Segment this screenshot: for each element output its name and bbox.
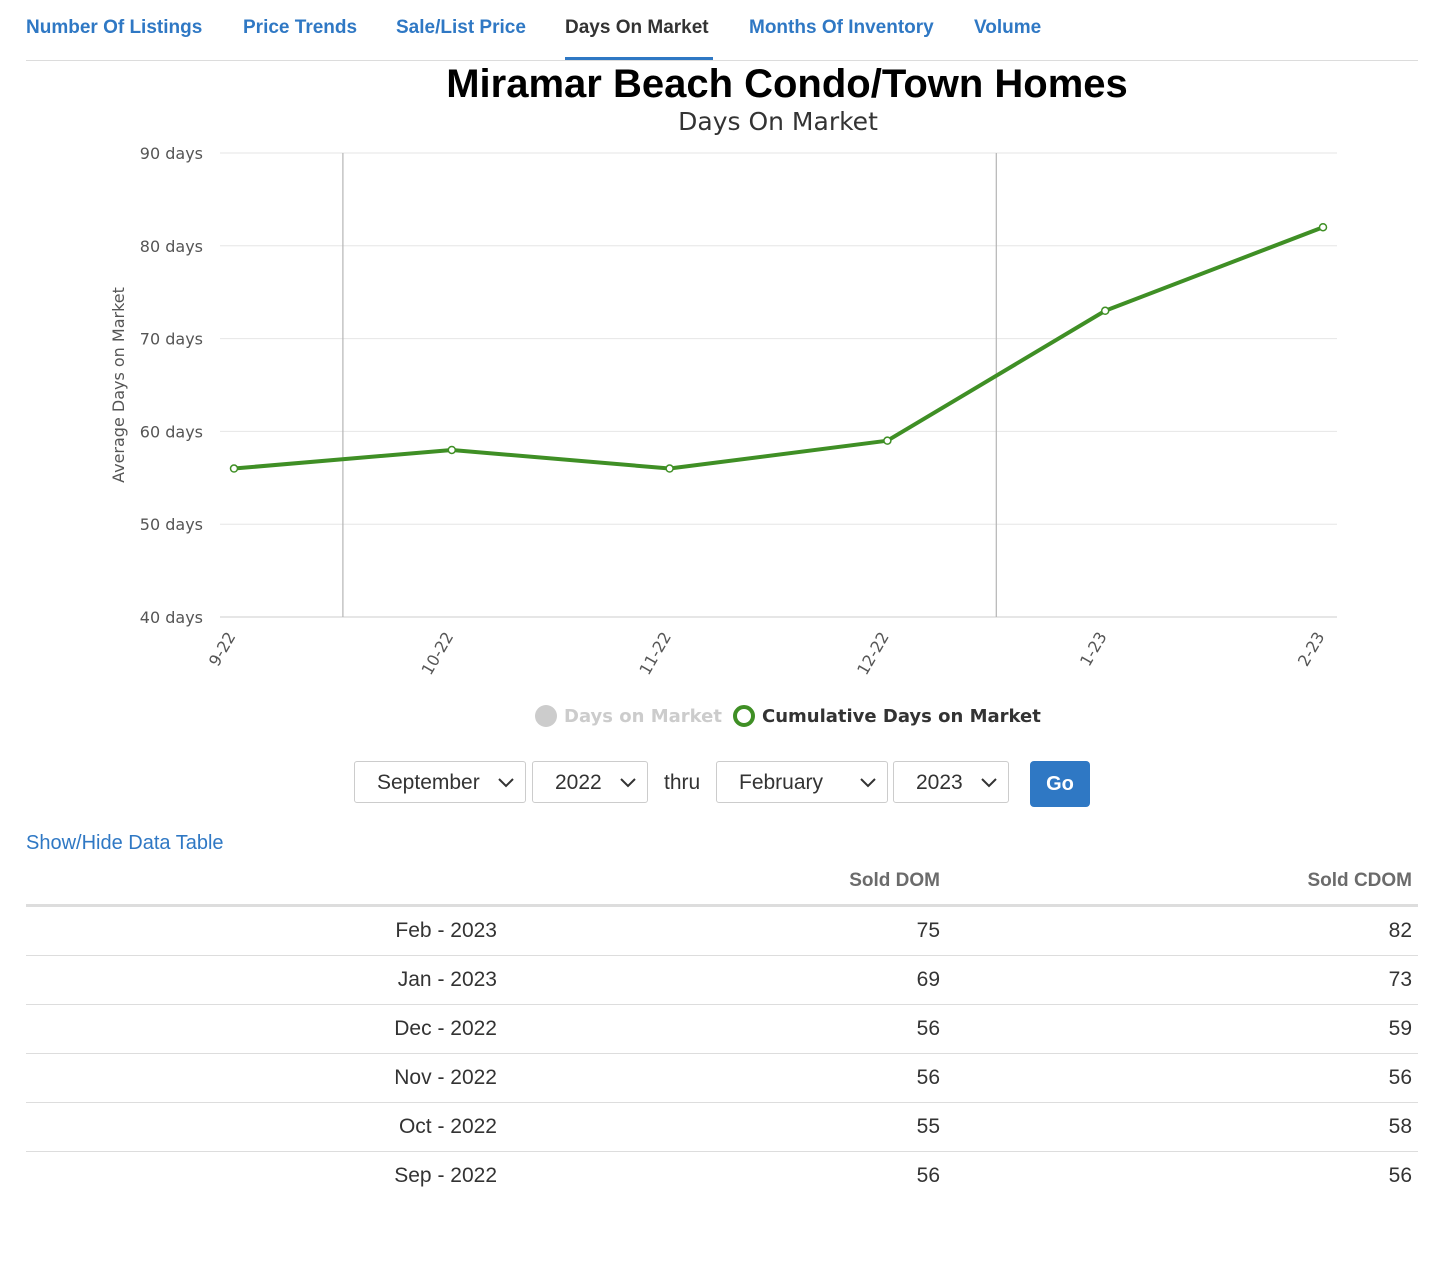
end-year-value: 2023: [916, 771, 963, 794]
cell-sold-dom: 75: [503, 905, 946, 956]
end-month-select[interactable]: February: [716, 761, 888, 803]
end-month-value: February: [739, 771, 824, 794]
series-line-cumulative-days-on-market: [233, 225, 1324, 471]
cell-sold-dom: 56: [503, 1004, 946, 1054]
table-header-period[interactable]: [26, 858, 503, 907]
x-tick-label: 12-22: [853, 629, 893, 679]
table-row: Feb - 2023 75 82: [26, 905, 1418, 956]
data-table: Sold DOM Sold CDOM Feb - 2023 75 82 Jan …: [26, 858, 1418, 1200]
data-point[interactable]: [447, 445, 457, 455]
y-tick-label: 50 days: [140, 515, 203, 534]
cell-sold-dom: 56: [916, 1164, 940, 1187]
start-year-select[interactable]: 2022: [532, 761, 648, 803]
tab-volume[interactable]: Volume: [974, 17, 1042, 38]
y-tick-label: 70 days: [140, 330, 203, 349]
table-row: Dec - 2022 56 59: [26, 1004, 1418, 1054]
cell-sold-cdom: 56: [1388, 1164, 1412, 1187]
show-hide-data-table-link[interactable]: Show/Hide Data Table: [26, 832, 224, 854]
x-tick-label: 10-22: [418, 629, 458, 679]
tab-days-on-market[interactable]: Days On Market: [565, 17, 709, 38]
start-year-value: 2022: [555, 771, 602, 794]
cell-period: Feb - 2023: [26, 905, 503, 956]
data-point[interactable]: [1100, 306, 1110, 316]
cell-sold-dom: 69: [503, 955, 946, 1005]
x-tick-label: 11-22: [635, 629, 675, 679]
tab-number-of-listings[interactable]: Number Of Listings: [26, 17, 203, 38]
x-tick-label: 1-23: [1076, 629, 1111, 670]
cell-sold-cdom: 82: [946, 905, 1418, 956]
table-row: Sep - 2022 56 56: [26, 1152, 1418, 1201]
table-header-sold-dom[interactable]: Sold DOM: [503, 858, 946, 907]
legend-marker-cumulative-days-on-market[interactable]: [733, 705, 755, 727]
y-tick-label: 90 days: [140, 144, 203, 163]
cell-sold-dom: 56: [503, 1053, 946, 1103]
x-tick-label: 9-22: [205, 629, 240, 670]
table-row: Oct - 2022 55 58: [26, 1102, 1418, 1152]
cell-period: Jan - 2023: [26, 955, 503, 1005]
table-row: Nov - 2022 56 56: [26, 1053, 1418, 1103]
legend-item-days-on-market[interactable]: Days on Market: [564, 706, 722, 727]
go-button[interactable]: Go: [1030, 761, 1090, 807]
data-point[interactable]: [1318, 222, 1328, 232]
cell-sold-cdom: 56: [946, 1053, 1418, 1103]
start-month-select[interactable]: September: [354, 761, 526, 803]
legend-item-cumulative-days-on-market[interactable]: Cumulative Days on Market: [762, 706, 1041, 727]
y-axis-title: Average Days on Market: [109, 287, 128, 483]
cell-period: Nov - 2022: [26, 1053, 503, 1103]
active-tab-indicator: [565, 57, 713, 60]
chevron-down-icon: [498, 778, 514, 788]
cell-period: Oct - 2022: [26, 1102, 503, 1152]
chevron-down-icon: [981, 778, 997, 788]
chevron-down-icon: [620, 778, 636, 788]
table-row: Jan - 2023 69 73: [26, 955, 1418, 1005]
tab-price-trends[interactable]: Price Trends: [243, 17, 358, 38]
y-tick-label: 40 days: [140, 608, 203, 627]
cell-sold-cdom: 73: [946, 955, 1418, 1005]
days-on-market-chart: Miramar Beach Condo/Town Homes Days On M…: [109, 62, 1337, 727]
table-header-sold-cdom[interactable]: Sold CDOM: [946, 858, 1418, 907]
chart-title: Miramar Beach Condo/Town Homes: [446, 62, 1128, 106]
chart-subtitle: Days On Market: [678, 107, 878, 136]
cell-sold-cdom: 58: [946, 1102, 1418, 1152]
data-point[interactable]: [665, 464, 674, 473]
data-point[interactable]: [883, 436, 892, 445]
table-header-row: Sold DOM Sold CDOM: [26, 858, 1418, 907]
tab-months-of-inventory[interactable]: Months Of Inventory: [749, 17, 934, 38]
y-tick-label: 60 days: [140, 422, 203, 441]
legend-marker-days-on-market[interactable]: [535, 705, 557, 727]
data-point[interactable]: [229, 464, 239, 473]
report-tabs: Number Of Listings Price Trends Sale/Lis…: [26, 0, 1418, 61]
cell-period: Sep - 2022: [394, 1164, 497, 1187]
cell-period: Dec - 2022: [26, 1004, 503, 1054]
x-tick-label: 2-23: [1294, 629, 1329, 670]
y-tick-label: 80 days: [140, 237, 203, 256]
end-year-select[interactable]: 2023: [893, 761, 1009, 803]
cell-sold-cdom: 59: [946, 1004, 1418, 1054]
chevron-down-icon: [860, 778, 876, 788]
start-month-value: September: [377, 771, 480, 794]
tab-sale-list-price[interactable]: Sale/List Price: [396, 17, 526, 38]
thru-label: thru: [664, 771, 701, 794]
cell-sold-dom: 55: [503, 1102, 946, 1152]
